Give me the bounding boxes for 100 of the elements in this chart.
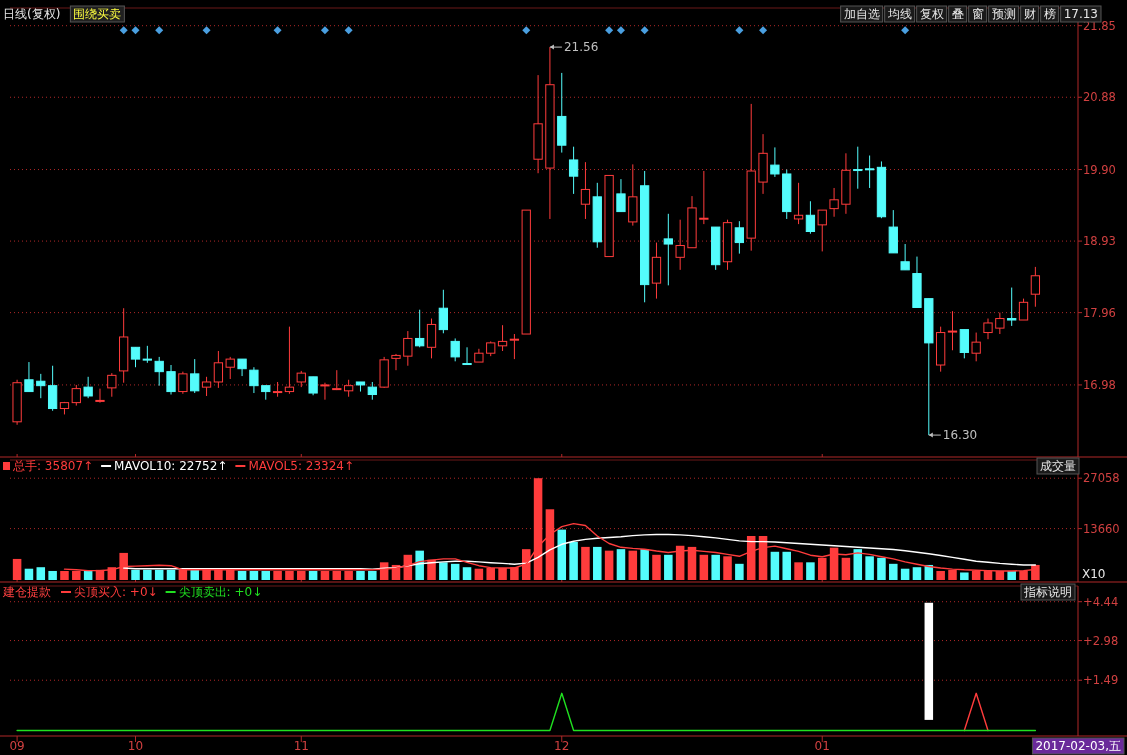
candlestick — [616, 178, 626, 213]
bar — [48, 570, 57, 580]
candlestick — [415, 309, 425, 348]
legend-label: MAVOL10: 22752↑ — [114, 459, 228, 473]
annotation: 指标说明 — [1023, 585, 1072, 599]
candlestick — [201, 376, 212, 397]
bar — [474, 568, 484, 580]
legend-label: 尖顶买入: +0↓ — [74, 585, 158, 599]
bar — [782, 551, 791, 580]
bar — [154, 569, 164, 580]
bar — [557, 529, 567, 580]
bar — [415, 550, 424, 580]
candlestick — [450, 337, 460, 362]
bar — [936, 570, 945, 580]
annotation: 复权 — [919, 7, 944, 21]
candlestick — [1018, 298, 1029, 321]
annotation: 均线 — [886, 7, 912, 21]
y-tick-label: +4.44 — [1083, 594, 1119, 609]
bar — [900, 568, 910, 580]
annotation: 16.30 — [942, 428, 978, 443]
candlestick — [663, 213, 673, 286]
bar — [877, 557, 886, 580]
candlestick — [403, 330, 413, 367]
bar — [794, 562, 803, 580]
candlestick — [853, 146, 863, 190]
bar — [569, 542, 578, 580]
bar — [36, 567, 46, 580]
y-tick-label: 19.90 — [1083, 162, 1116, 177]
y-tick-label: 13660 — [1083, 521, 1120, 536]
bar — [853, 549, 863, 580]
y-tick-label: 16.98 — [1083, 377, 1116, 392]
candlestick — [734, 220, 745, 255]
bar — [462, 567, 472, 580]
candlestick — [900, 243, 910, 271]
bar — [24, 568, 34, 580]
candlestick — [225, 356, 235, 380]
legend-label: 尖顶卖出: +0↓ — [178, 585, 263, 599]
bar — [190, 569, 199, 580]
annotation: 预测 — [991, 7, 1016, 21]
bar — [249, 570, 259, 580]
chart-title: 建仓提款 — [2, 585, 51, 599]
candlestick — [190, 358, 200, 394]
annotation: 叠 — [951, 7, 964, 21]
candlestick — [426, 318, 437, 359]
candlestick — [47, 365, 58, 412]
candlestick — [284, 326, 295, 395]
text: 榜 — [1043, 7, 1056, 21]
candlestick — [699, 170, 709, 225]
candlestick — [497, 324, 508, 352]
candlestick — [166, 364, 176, 396]
candlestick — [864, 155, 875, 189]
bar — [735, 563, 744, 580]
x-tick-label: 11 — [293, 739, 309, 753]
bar — [912, 567, 922, 580]
candlestick — [320, 382, 330, 401]
bar — [593, 546, 602, 580]
x-tick-label: 12 — [554, 739, 570, 753]
bar — [889, 563, 898, 580]
bar — [960, 572, 969, 580]
bar — [261, 570, 271, 580]
bar — [652, 554, 661, 580]
bar — [143, 569, 152, 580]
bar — [450, 563, 460, 580]
candlestick — [391, 353, 401, 371]
x-tick-label: 09 — [9, 739, 25, 753]
y-tick-label: 27058 — [1083, 471, 1120, 486]
chart-title: 日线(复权) — [3, 7, 61, 21]
bar — [237, 570, 247, 580]
annotation: 财 — [1023, 7, 1036, 21]
y-tick-label: 18.93 — [1083, 234, 1116, 249]
candlestick — [83, 376, 93, 399]
y-tick-label: +1.49 — [1083, 673, 1119, 688]
legend-label: 总手: 35807↑ — [12, 459, 94, 473]
bar — [439, 562, 448, 580]
candlestick — [1030, 266, 1041, 308]
x-tick-label: 01 — [814, 739, 830, 753]
chart-title: 成交量 — [1040, 459, 1076, 473]
bar — [83, 570, 93, 580]
candlestick — [178, 371, 188, 395]
bar — [865, 556, 874, 580]
bar — [356, 570, 365, 580]
candlestick — [509, 333, 520, 360]
candlestick — [580, 161, 591, 220]
bar — [628, 550, 638, 580]
text: 2017-02-03,五 — [1035, 739, 1121, 753]
text: 17.13 — [1063, 7, 1098, 21]
bar — [770, 551, 780, 580]
bar — [581, 546, 590, 580]
candlestick — [770, 146, 780, 178]
bar — [640, 549, 649, 580]
y-tick-label: +2.98 — [1083, 633, 1119, 648]
annotation: 窗 — [971, 7, 984, 21]
bar — [806, 562, 815, 580]
bar — [368, 570, 377, 580]
chart-subtitle: 围绕买卖 — [73, 7, 122, 21]
bar — [12, 558, 22, 580]
candlestick — [829, 187, 839, 218]
y-tick-label: 20.88 — [1083, 90, 1116, 105]
candlestick — [213, 350, 224, 389]
candlestick — [438, 289, 448, 334]
